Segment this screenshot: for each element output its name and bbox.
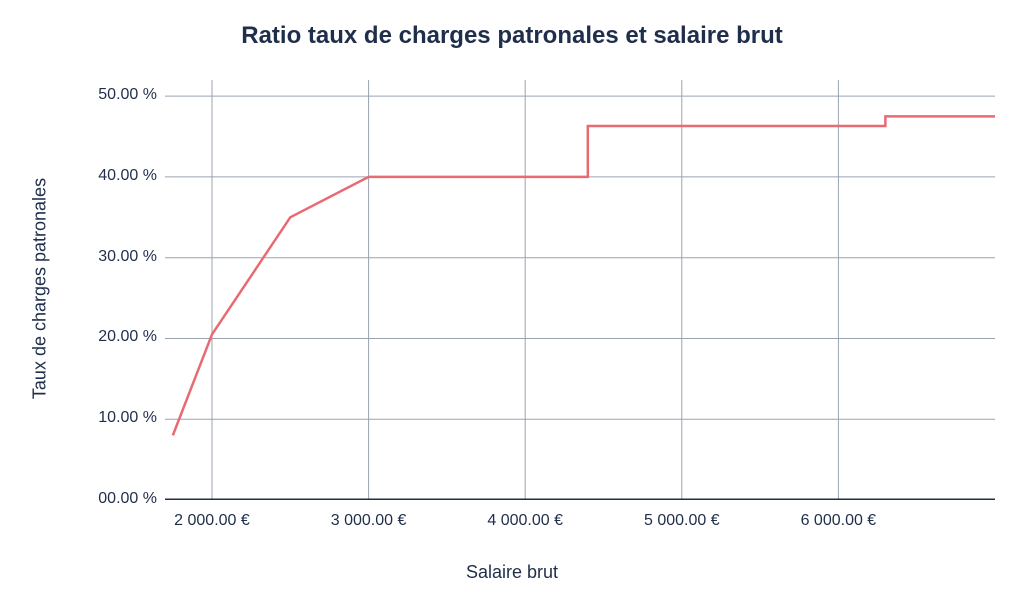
x-tick-label: 5 000.00 € [622,512,742,530]
chart-container: Ratio taux de charges patronales et sala… [0,0,1024,614]
y-tick-label: 10.00 % [98,409,157,427]
data-line [173,116,995,435]
y-axis-label: Taux de charges patronales [30,139,51,439]
y-tick-label: 50.00 % [98,86,157,104]
x-axis-label: Salaire brut [0,562,1024,583]
plot-area [165,80,995,500]
x-tick-label: 6 000.00 € [778,512,898,530]
chart-svg [165,80,995,500]
chart-title: Ratio taux de charges patronales et sala… [0,22,1024,50]
x-tick-label: 3 000.00 € [309,512,429,530]
y-tick-label: 30.00 % [98,248,157,266]
y-tick-label: 40.00 % [98,167,157,185]
y-tick-label: 00.00 % [98,490,157,508]
y-tick-label: 20.00 % [98,328,157,346]
x-tick-label: 4 000.00 € [465,512,585,530]
x-tick-label: 2 000.00 € [152,512,272,530]
